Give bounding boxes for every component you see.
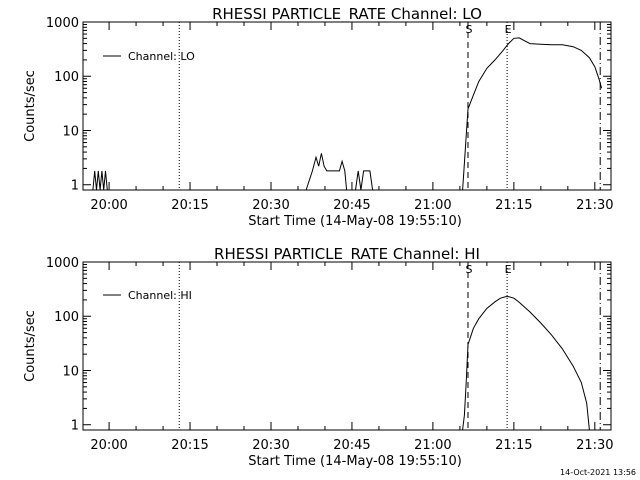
- x-tick-label: 20:00: [90, 198, 127, 213]
- legend-label: Channel: HI: [128, 289, 192, 302]
- x-tick-label: 21:30: [576, 438, 613, 453]
- plot-frame: [82, 261, 612, 431]
- marker-label: E: [505, 263, 512, 276]
- x-axis-label: Start Time (14-May-08 19:55:10): [248, 454, 462, 469]
- chart-title: RHESSI PARTICLE_RATE Channel: HI: [214, 245, 480, 264]
- y-tick-label: 1: [71, 179, 79, 194]
- x-tick-label: 21:15: [495, 438, 532, 453]
- x-tick-label: 20:15: [171, 198, 208, 213]
- plot-frame: [82, 21, 612, 191]
- x-tick-label: 21:15: [495, 198, 532, 213]
- timestamp-label: 14-Oct-2021 13:56: [560, 468, 636, 477]
- y-tick-label: 100: [54, 70, 79, 85]
- y-tick-label: 100: [54, 310, 79, 325]
- x-tick-label: 20:00: [90, 438, 127, 453]
- series-line: [462, 296, 590, 431]
- y-tick-label: 10: [62, 124, 79, 139]
- x-tick-label: 20:30: [252, 198, 289, 213]
- x-tick-label: 20:30: [252, 438, 289, 453]
- y-tick-label: 1000: [46, 16, 79, 31]
- y-axis-label: Counts/sec: [23, 70, 38, 142]
- marker-label: S: [465, 263, 472, 276]
- x-tick-label: 20:15: [171, 438, 208, 453]
- chart-lo: RHESSI PARTICLE_RATE Channel: LO 20:00 20:…: [23, 5, 614, 229]
- x-tick-label: 21:00: [414, 198, 451, 213]
- y-tick-label: 1000: [46, 256, 79, 271]
- x-tick-label: 20:45: [333, 438, 370, 453]
- y-tick-label: 1: [71, 419, 79, 434]
- y-axis-label: Counts/sec: [23, 310, 38, 382]
- legend-label: Channel: LO: [128, 50, 195, 63]
- x-tick-label: 21:00: [414, 438, 451, 453]
- chart-hi: RHESSI PARTICLE_RATE Channel: HI 20:00 20:…: [23, 245, 614, 469]
- x-tick-label: 20:45: [333, 198, 370, 213]
- chart-title: RHESSI PARTICLE_RATE Channel: LO: [212, 5, 482, 24]
- marker-label: S: [465, 23, 472, 36]
- x-tick-label: 21:30: [576, 198, 613, 213]
- x-axis-label: Start Time (14-May-08 19:55:10): [248, 214, 462, 229]
- marker-label: E: [505, 23, 512, 36]
- y-tick-label: 10: [62, 364, 79, 379]
- series-line: [92, 37, 603, 191]
